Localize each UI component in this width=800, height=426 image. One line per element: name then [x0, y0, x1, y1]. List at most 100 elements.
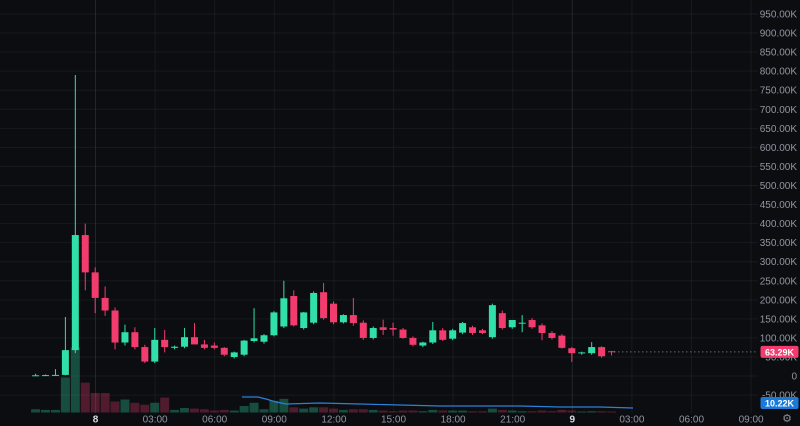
- candle-body: [608, 351, 616, 353]
- candle-body: [518, 322, 526, 324]
- candle-body: [270, 312, 278, 336]
- time-tick-label: 03:00: [143, 415, 168, 426]
- volume-bar: [348, 409, 358, 413]
- volume-bar: [219, 409, 229, 413]
- volume-bar: [209, 410, 219, 413]
- volume-bar: [527, 411, 537, 413]
- candle-body: [161, 339, 169, 348]
- volume-bar: [80, 382, 90, 413]
- candle-body: [51, 374, 59, 376]
- candle-body: [568, 348, 576, 354]
- price-tick-label: 850.00K: [760, 48, 798, 59]
- time-tick-label: 8: [93, 415, 99, 426]
- volume-bar: [448, 410, 458, 413]
- volume-bar: [597, 411, 607, 413]
- volume-bar: [517, 411, 527, 413]
- price-tick-label: 550.00K: [760, 162, 798, 173]
- volume-bar: [309, 407, 319, 413]
- volume-bar: [567, 410, 577, 413]
- price-gridlines: [0, 13, 758, 396]
- volume-bar: [180, 407, 190, 413]
- candle-body: [578, 352, 586, 354]
- volume-bar: [477, 411, 487, 413]
- volume-bar: [41, 409, 51, 413]
- candle-body: [81, 235, 89, 273]
- candle-body: [320, 292, 328, 319]
- candle-body: [300, 312, 308, 329]
- current-price-badge-label: 63.29K: [765, 347, 795, 357]
- volume-bar: [170, 409, 180, 413]
- volume-bar: [229, 410, 239, 413]
- candle-body: [171, 346, 179, 348]
- candle-body: [111, 310, 119, 343]
- volume-bar: [587, 411, 597, 413]
- volume-bar: [418, 411, 428, 413]
- candle-body: [498, 313, 506, 329]
- candle-body: [181, 337, 189, 347]
- volume-bar: [398, 410, 408, 413]
- volume-bar: [487, 408, 497, 413]
- candle-body: [240, 340, 248, 355]
- time-tick-label: 09:00: [739, 415, 764, 426]
- candle-body: [220, 347, 228, 355]
- volume-bar: [279, 398, 289, 413]
- candle-body: [91, 272, 99, 298]
- candle-body: [280, 298, 288, 327]
- volume-bar: [259, 409, 269, 413]
- price-tick-label: 650.00K: [760, 124, 798, 135]
- volume-bar: [507, 410, 517, 413]
- price-tick-label: 300.00K: [760, 257, 798, 268]
- price-tick-label: 700.00K: [760, 105, 798, 116]
- time-axis[interactable]: 8 03:00 06:00 09:00 12:00 15:00 18:00 21:00 9 03:…: [93, 415, 764, 426]
- candle-body: [439, 330, 447, 340]
- candle-body: [32, 375, 40, 377]
- volume-bar: [269, 400, 279, 413]
- volume-bar: [31, 409, 41, 413]
- price-tick-label: -50.00K: [762, 391, 797, 402]
- volume-bar: [60, 377, 70, 413]
- volume-bar: [547, 411, 557, 413]
- candle-body: [538, 325, 546, 333]
- candle-body: [548, 332, 556, 338]
- time-tick-label: 15:00: [381, 415, 406, 426]
- volume-bar: [199, 409, 209, 413]
- candle-body: [459, 323, 467, 333]
- price-tick-label: 800.00K: [760, 67, 798, 78]
- time-tick-label: 21:00: [500, 415, 525, 426]
- candle-body: [449, 330, 457, 339]
- volume-bar: [100, 393, 110, 413]
- candle-body: [71, 235, 79, 351]
- candle-body: [42, 375, 50, 377]
- candle-body: [250, 338, 258, 341]
- volume-bar: [458, 410, 468, 413]
- candle-body: [330, 303, 337, 323]
- candle-body: [190, 337, 198, 345]
- volume-bar: [239, 406, 249, 413]
- candle-body: [210, 345, 218, 348]
- price-tick-label: 250.00K: [760, 276, 798, 287]
- price-tick-label: 450.00K: [760, 200, 798, 211]
- candle-body: [101, 297, 109, 311]
- settings-gear-icon[interactable]: ⚙: [782, 413, 792, 425]
- indicator-line: [242, 396, 634, 409]
- price-tick-label: 50.00K: [765, 352, 797, 363]
- candle-body: [230, 352, 238, 357]
- candle-body: [588, 347, 596, 354]
- volume-bar: [150, 402, 160, 413]
- candle-body: [121, 332, 129, 343]
- time-tick-label: 12:00: [321, 415, 346, 426]
- time-tick-label: 06:00: [679, 415, 704, 426]
- volume-bar: [50, 409, 60, 413]
- candle-body: [469, 327, 477, 333]
- candle-body: [379, 327, 387, 330]
- price-tick-label: 900.00K: [760, 29, 798, 40]
- volume-bar: [70, 347, 80, 413]
- volume-bar: [607, 411, 617, 413]
- volume-bar: [120, 399, 130, 413]
- price-tick-label: 150.00K: [760, 314, 798, 325]
- candle-body: [61, 350, 69, 375]
- price-tick-label: 100.00K: [760, 333, 798, 344]
- price-axis[interactable]: 950.00K 900.00K 850.00K 800.00K 750.00K 700.0…: [760, 10, 798, 402]
- candle-body: [131, 332, 139, 348]
